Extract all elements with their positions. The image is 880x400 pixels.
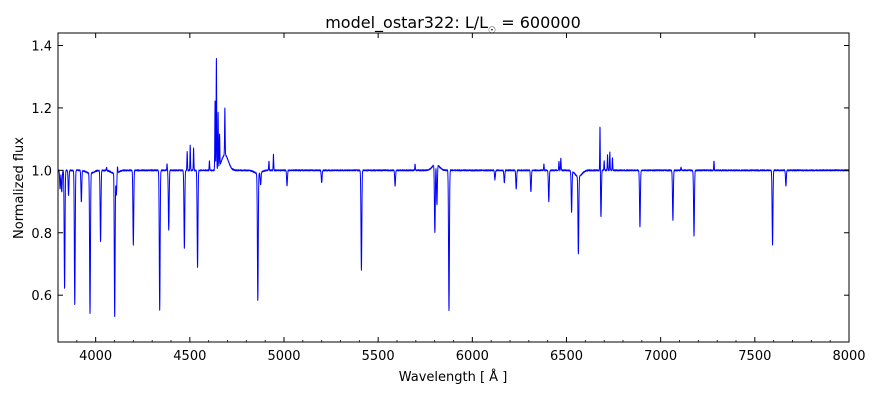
chart-title: model_ostar322: L/L☉ = 600000 [325,13,581,36]
y-tick-label: 1.2 [31,102,52,117]
x-tick-label: 4000 [79,349,112,364]
x-tick-label: 5000 [267,349,300,364]
spectrum-line [58,58,849,318]
x-axis-label: Wavelength [ Å ] [399,369,508,385]
series-group [58,58,849,318]
x-tick-label: 5500 [362,349,395,364]
x-tick-label: 6000 [456,349,489,364]
x-tick-label: 8000 [832,349,865,364]
x-tick-label: 7500 [738,349,771,364]
y-axis-label: Normalized flux [12,137,27,239]
y-axis: 0.6 0.8 1.0 1.2 1.4 [31,39,849,304]
x-tick-label: 6500 [550,349,583,364]
y-tick-label: 0.8 [31,227,52,242]
y-tick-label: 1.0 [31,164,52,179]
plot-area [57,32,850,343]
y-tick-label: 0.6 [31,289,52,304]
plot-frame [57,32,850,343]
chart-title-suffix: = 600000 [496,13,581,32]
y-tick-label: 1.4 [31,39,52,54]
chart-title-prefix: model_ostar322: L/L [325,13,488,33]
x-tick-label: 4500 [173,349,206,364]
x-tick-label: 7000 [644,349,677,364]
x-axis: 4000 4500 5000 5500 6000 6500 7000 7500 8000 [57,33,866,364]
chart-title-subscript: ☉ [488,26,496,36]
